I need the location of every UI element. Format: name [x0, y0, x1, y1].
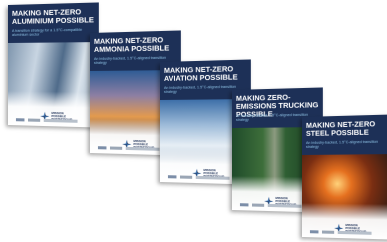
- cover-title: Making Net-Zero Ammonia Possible: [94, 36, 178, 54]
- page: {"covers": [ {"title": "Making Net-Zero …: [0, 0, 387, 242]
- cover-title: Making Net-Zero Aviation Possible: [164, 65, 248, 83]
- cover-header: Making Net-Zero Aluminium Possible A tran…: [8, 2, 99, 43]
- report-cover: Making Net-Zero Aluminium Possible A tran…: [8, 2, 99, 127]
- cover-header: Making Net-Zero Steel Possible An industr…: [302, 114, 387, 155]
- cover-subtitle: A transition strategy for a 1.5°C-compat…: [12, 28, 92, 38]
- report-cover: Making Net-Zero Steel Possible An industr…: [302, 114, 387, 239]
- cover-title: Making Net-Zero Aluminium Possible: [12, 8, 96, 26]
- cover-title: Making Net-Zero Steel Possible: [306, 120, 387, 138]
- cover-fan: Making Net-Zero Aluminium Possible A tran…: [0, 0, 387, 242]
- cover-subtitle: An industry-backed, 1.5°C-aligned transi…: [306, 140, 386, 150]
